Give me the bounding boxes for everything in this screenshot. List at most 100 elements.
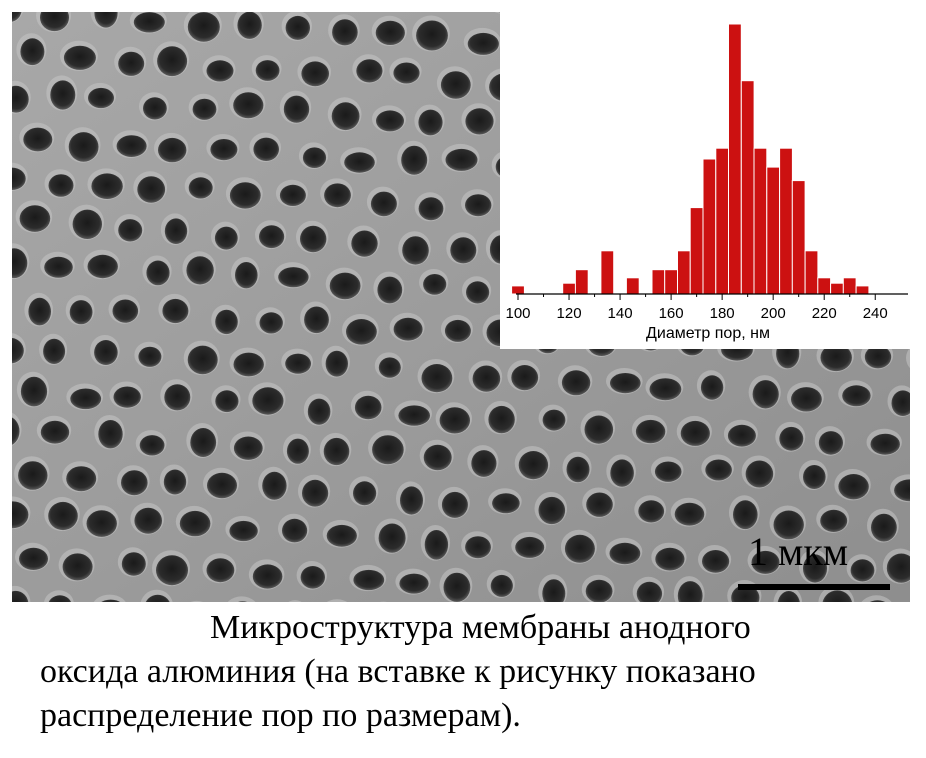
pore	[869, 600, 886, 602]
pore	[66, 466, 97, 492]
pore	[636, 581, 663, 602]
pore	[585, 579, 613, 602]
pore	[162, 298, 189, 324]
histogram-bar	[855, 285, 870, 295]
pore	[233, 352, 264, 377]
pore	[163, 469, 187, 495]
pore	[326, 524, 357, 547]
pore	[471, 450, 497, 477]
pore	[88, 87, 114, 109]
pore	[238, 601, 248, 602]
histogram-bar	[562, 282, 577, 295]
pore	[156, 555, 188, 586]
pore	[424, 530, 449, 560]
pore	[329, 272, 361, 300]
pore	[444, 319, 471, 342]
pore	[445, 148, 478, 171]
histogram-bar	[574, 269, 589, 295]
x-tick-label: 140	[608, 305, 633, 322]
pore	[192, 98, 217, 120]
pore	[376, 110, 404, 132]
pore	[48, 174, 74, 197]
pore	[206, 60, 234, 82]
histogram-bar	[664, 269, 678, 295]
pore	[655, 547, 685, 571]
pore	[443, 572, 471, 602]
pore	[101, 599, 121, 602]
x-tick-label: 240	[863, 305, 888, 322]
pore	[235, 262, 258, 289]
histogram-bar	[804, 250, 819, 295]
pore	[116, 135, 147, 157]
pore	[441, 491, 468, 518]
pore	[393, 62, 420, 84]
pore	[12, 12, 22, 22]
pore	[822, 590, 852, 602]
pore	[20, 376, 48, 407]
pore	[378, 523, 406, 553]
pore	[121, 470, 148, 496]
pore	[674, 502, 705, 526]
pore	[842, 385, 871, 407]
pore	[886, 553, 910, 583]
pore	[283, 95, 310, 123]
pore	[418, 197, 444, 221]
pore	[188, 177, 213, 199]
pore	[891, 390, 910, 416]
figure-caption: Микроструктура мембраны анодного оксида …	[40, 606, 890, 738]
histogram-bar	[625, 277, 640, 295]
pore	[488, 405, 515, 434]
histogram-bar	[753, 147, 768, 295]
histogram-bar	[779, 147, 793, 295]
pore	[727, 424, 756, 447]
pore	[705, 459, 732, 481]
pore	[63, 45, 96, 70]
x-tick-label: 220	[812, 305, 837, 322]
pore	[351, 230, 378, 257]
pore	[186, 256, 214, 285]
pore	[375, 20, 405, 45]
caption-line-3: распределение пор по размерам).	[40, 697, 521, 734]
pore	[229, 520, 258, 542]
pore	[164, 218, 188, 244]
pore	[702, 550, 730, 573]
pore	[18, 461, 48, 490]
pore	[791, 387, 822, 412]
histogram-bar	[702, 158, 717, 295]
pore	[158, 137, 187, 163]
pore	[416, 20, 448, 51]
pore	[43, 338, 66, 364]
pore	[638, 500, 665, 523]
pore	[252, 387, 284, 415]
pore	[253, 137, 279, 161]
pore	[157, 46, 188, 77]
pore	[259, 225, 285, 249]
pore	[401, 145, 428, 175]
pore	[48, 595, 72, 602]
pore	[145, 594, 170, 602]
pore	[566, 456, 590, 483]
pore	[745, 460, 774, 488]
x-axis-title: Диаметр пор, нм	[646, 325, 770, 342]
pore	[139, 435, 165, 456]
pore	[465, 108, 494, 135]
pore	[680, 420, 710, 446]
histogram-bar	[842, 277, 857, 295]
pore	[850, 559, 875, 582]
pore	[400, 486, 423, 515]
pore	[610, 373, 641, 394]
pore	[302, 147, 327, 168]
pore	[233, 92, 264, 119]
histogram-bar	[715, 147, 730, 295]
histogram-bar	[600, 250, 615, 295]
pore	[69, 300, 93, 325]
pore	[94, 340, 118, 365]
pore	[255, 60, 280, 81]
x-tick-label: 160	[659, 305, 684, 322]
pore	[439, 407, 470, 434]
pore	[864, 345, 892, 369]
pore	[137, 176, 166, 203]
pore	[421, 364, 453, 393]
pore	[28, 297, 51, 326]
pore	[278, 267, 309, 288]
